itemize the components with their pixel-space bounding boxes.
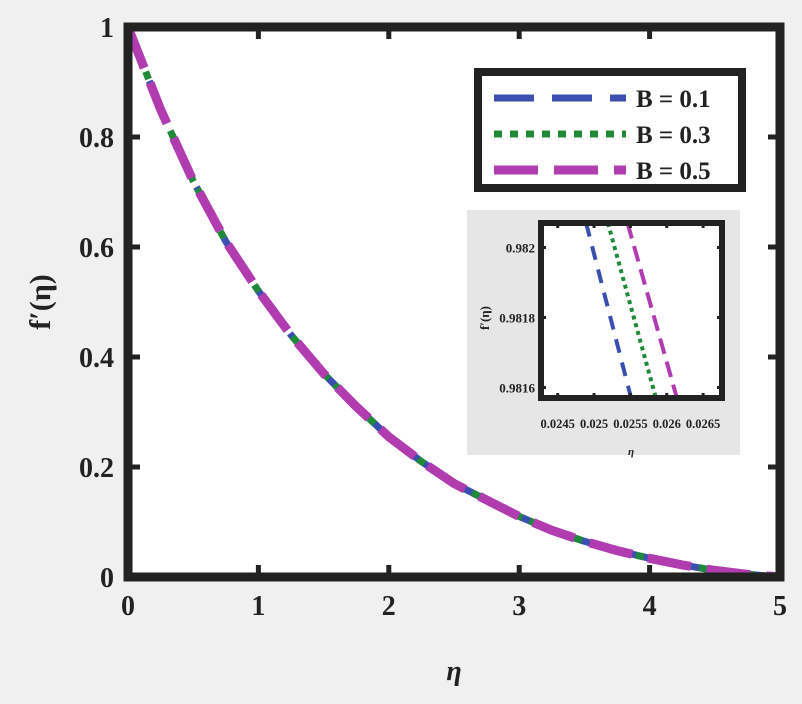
inset-x-tick-label: 0.026 <box>653 417 681 431</box>
inset-y-tick-label: 0.9818 <box>499 311 535 326</box>
y-axis-label: f′(η) <box>24 274 57 329</box>
inset-series-line-3 <box>625 222 679 399</box>
inset-x-tick-label: 0.0255 <box>613 417 647 431</box>
x-tick-label: 0 <box>121 591 135 622</box>
inset-x-tick-label: 0.025 <box>580 417 608 431</box>
x-tick-label: 1 <box>251 591 265 622</box>
inset-series-line-2 <box>605 222 658 399</box>
y-tick-label: 0.8 <box>79 123 114 154</box>
y-tick-label: 0 <box>100 563 114 594</box>
legend-label-3: B = 0.5 <box>636 158 711 185</box>
legend: B = 0.1 B = 0.3 B = 0.5 <box>474 68 746 192</box>
inset: 0.0245 0.025 0.0255 0.026 0.0265 0.9816 0.9818… <box>467 210 740 458</box>
y-tick-label: 0.4 <box>79 343 114 374</box>
inset-y-tick-label: 0.9816 <box>499 381 535 396</box>
x-tick-label: 2 <box>382 591 396 622</box>
y-tick-label: 0.6 <box>79 233 114 264</box>
series-line-3 <box>123 25 781 582</box>
inset-x-tick-label: 0.0265 <box>686 417 720 431</box>
inset-series-line-1 <box>584 222 634 399</box>
x-tick-label: 3 <box>512 591 526 622</box>
inset-x-axis-label: η <box>628 446 634 458</box>
legend-label-2: B = 0.3 <box>636 122 711 149</box>
x-tick-label: 5 <box>773 591 787 622</box>
y-tick-label: 0.2 <box>79 453 114 484</box>
inset-x-tick-label: 0.0245 <box>541 417 575 431</box>
x-axis-label: η <box>446 656 461 687</box>
inset-y-axis-label: f′(η) <box>477 306 492 330</box>
plot-frame <box>123 22 785 582</box>
y-tick-label: 1 <box>100 13 114 44</box>
x-tick-label: 4 <box>643 591 657 622</box>
inset-y-tick-label: 0.982 <box>506 241 535 256</box>
legend-label-1: B = 0.1 <box>636 86 711 113</box>
